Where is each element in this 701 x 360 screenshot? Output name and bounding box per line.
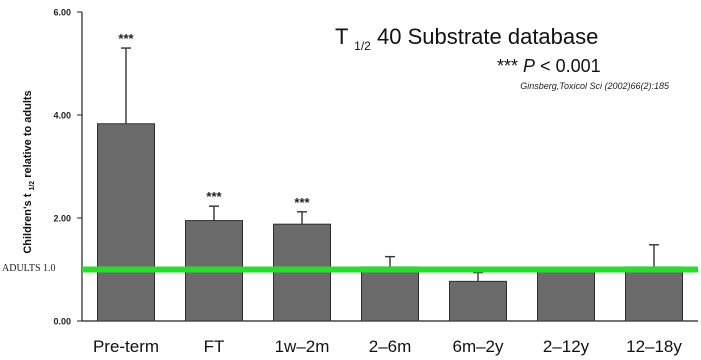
x-tick-label: 12–18y	[626, 337, 682, 356]
data-bar	[625, 266, 683, 322]
significance-rest: < 0.001	[540, 56, 601, 76]
y-tick-label: 4.00	[53, 111, 71, 121]
y-tick-label: 0.00	[53, 317, 71, 327]
labels-layer: 0.00 2.00 4.00 6.00 *** Pre-term *** FT *** 1w–2m…	[53, 8, 682, 357]
bars-layer	[82, 47, 698, 322]
significance-marker: ***	[294, 195, 310, 210]
citation-text: Ginsberg,Toxicol Sci (2002)66(2):185	[520, 81, 670, 91]
y-tick-label: 2.00	[53, 214, 71, 224]
data-bar	[449, 280, 507, 322]
significance-p: P	[523, 56, 535, 76]
title-rest: 40 Substrate database	[377, 24, 598, 49]
significance-marker: ***	[118, 31, 134, 46]
adult-reference-label: ADULTS 1.0	[2, 263, 56, 274]
significance-note: *** P < 0.001	[497, 56, 601, 76]
y-axis-label-rest: relative to adults	[22, 90, 34, 177]
y-axis-label-main: Children's t	[22, 193, 34, 253]
chart-title: T 1/2 40 Substrate database	[335, 24, 598, 55]
title-main: T	[335, 24, 348, 49]
x-tick-label: Pre-term	[93, 337, 159, 356]
data-bar	[361, 266, 419, 322]
y-axis-label-subscript: 1/2	[29, 181, 36, 191]
data-bar	[537, 270, 595, 322]
significance-marker: ***	[206, 189, 222, 204]
y-axis-label: Children's t 1/2 relative to adults	[22, 90, 37, 253]
x-tick-label: FT	[204, 337, 225, 356]
significance-stars: ***	[497, 56, 518, 76]
x-tick-label: 1w–2m	[275, 337, 330, 356]
title-subscript: 1/2	[354, 39, 371, 53]
x-tick-label: 2–6m	[369, 337, 412, 356]
x-tick-label: 2–12y	[543, 337, 590, 356]
y-tick-label: 6.00	[53, 8, 71, 18]
data-bar	[97, 123, 155, 322]
data-bar	[273, 223, 331, 322]
x-tick-label: 6m–2y	[452, 337, 504, 356]
